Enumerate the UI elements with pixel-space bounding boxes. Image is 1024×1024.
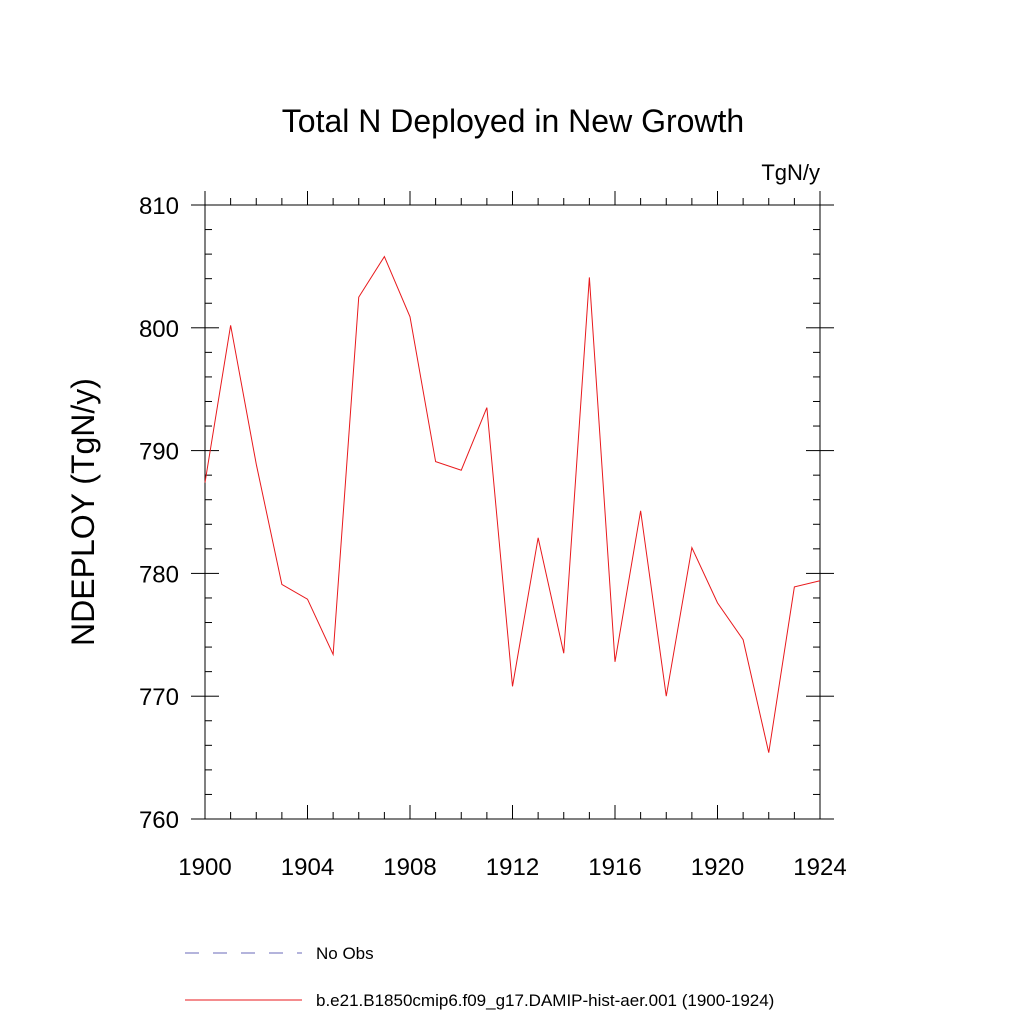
y-tick-label: 790: [139, 439, 179, 466]
legend-label-no-obs: No Obs: [316, 944, 374, 963]
x-tick-label: 1920: [691, 854, 744, 881]
chart-title: Total N Deployed in New Growth: [282, 103, 744, 139]
x-tick-label: 1924: [793, 854, 846, 881]
x-tick-label: 1908: [383, 854, 436, 881]
y-tick-label: 810: [139, 193, 179, 220]
x-tick-labels: 1900 1904 1908 1912 1916 1920 1924: [178, 854, 846, 881]
y-tick-label: 760: [139, 807, 179, 834]
y-axis-label: NDEPLOY (TgN/y): [65, 378, 101, 646]
x-tick-label: 1916: [588, 854, 641, 881]
y-tick-label: 780: [139, 561, 179, 588]
x-tick-label: 1912: [486, 854, 539, 881]
series-line-0: [204, 255, 821, 753]
legend-label-model-run: b.e21.B1850cmip6.f09_g17.DAMIP-hist-aer.…: [316, 991, 774, 1010]
y-tick-label: 770: [139, 684, 179, 711]
legend: No Obs b.e21.B1850cmip6.f09_g17.DAMIP-hi…: [185, 944, 774, 1010]
axis-ticks: [191, 191, 834, 820]
units-label: TgN/y: [761, 160, 820, 185]
y-tick-labels: 760 770 780 790 800 810: [139, 193, 179, 834]
series-group: [204, 255, 821, 753]
plot-frame: [204, 204, 821, 820]
y-tick-label: 800: [139, 316, 179, 343]
x-tick-label: 1904: [281, 854, 334, 881]
x-tick-label: 1900: [178, 854, 231, 881]
